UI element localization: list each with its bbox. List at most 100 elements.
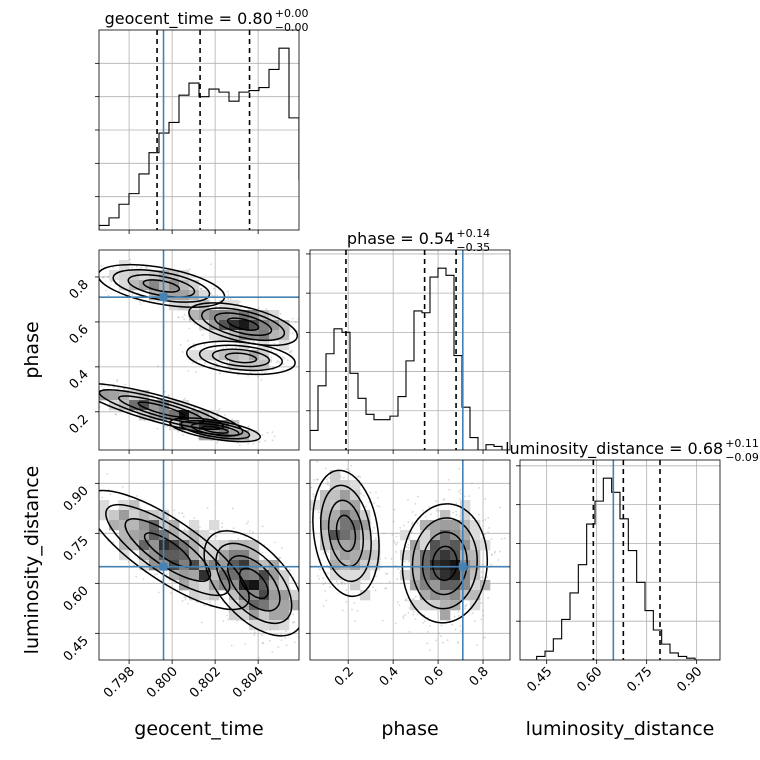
sample-point bbox=[350, 464, 353, 467]
sample-point bbox=[396, 578, 398, 580]
sample-point bbox=[90, 263, 92, 265]
sample-point bbox=[215, 305, 218, 308]
sample-point bbox=[288, 327, 291, 330]
sample-point bbox=[291, 621, 294, 624]
density-cell bbox=[289, 590, 299, 601]
sample-point bbox=[345, 589, 348, 591]
sample-point bbox=[345, 600, 348, 603]
density-cell bbox=[149, 290, 160, 301]
sample-point bbox=[373, 502, 376, 505]
scatter-panel-geocent_time-luminosity_distance bbox=[98, 459, 301, 661]
sample-point bbox=[326, 478, 328, 481]
sample-point bbox=[178, 512, 181, 515]
sample-point bbox=[198, 526, 201, 529]
sample-point bbox=[292, 613, 294, 616]
sample-point bbox=[303, 553, 305, 555]
sample-point bbox=[257, 375, 259, 378]
density-cell bbox=[169, 540, 180, 551]
sample-point bbox=[187, 370, 190, 372]
density-cell bbox=[169, 570, 180, 581]
sample-point bbox=[324, 582, 327, 584]
density-cell bbox=[119, 280, 130, 291]
sample-point bbox=[294, 321, 297, 324]
density-cell bbox=[269, 310, 280, 321]
sample-point bbox=[424, 515, 427, 518]
sample-point bbox=[423, 620, 426, 623]
density-cell bbox=[249, 550, 260, 561]
sample-point bbox=[291, 332, 294, 335]
sample-point bbox=[435, 509, 438, 512]
sample-point bbox=[100, 265, 103, 267]
sample-point bbox=[288, 351, 291, 353]
sample-point bbox=[261, 642, 264, 644]
sample-point bbox=[77, 274, 79, 276]
sample-point bbox=[369, 491, 372, 494]
sample-point bbox=[116, 380, 118, 383]
density-cell bbox=[229, 570, 240, 581]
sample-point bbox=[376, 504, 379, 507]
sample-point bbox=[236, 373, 239, 376]
sample-point bbox=[317, 341, 319, 343]
sample-point bbox=[238, 444, 241, 447]
hist-panel-luminosity_distance: luminosity_distance = 0.68 +0.11−0.09 bbox=[505, 437, 759, 661]
sample-point bbox=[201, 334, 204, 336]
sample-point bbox=[314, 348, 316, 350]
sample-point bbox=[343, 452, 345, 454]
sample-point bbox=[271, 651, 274, 654]
density-cell bbox=[249, 360, 260, 371]
sample-point bbox=[112, 386, 115, 389]
sample-point bbox=[129, 262, 132, 264]
sample-point bbox=[226, 614, 229, 617]
density-cell bbox=[219, 350, 230, 361]
sample-point bbox=[107, 275, 110, 278]
sample-point bbox=[156, 427, 159, 430]
density-cell bbox=[249, 620, 260, 631]
density-cell bbox=[199, 580, 210, 591]
density-cell bbox=[279, 600, 290, 611]
density-cell bbox=[129, 510, 140, 521]
sample-point bbox=[482, 614, 485, 617]
sample-point bbox=[145, 267, 148, 270]
density-cell bbox=[189, 580, 200, 591]
sample-point bbox=[335, 457, 337, 459]
sample-point bbox=[137, 413, 139, 416]
sample-point bbox=[297, 507, 299, 509]
density-cell bbox=[209, 540, 220, 551]
sample-point bbox=[183, 318, 186, 321]
contour-line bbox=[201, 307, 286, 342]
sample-point bbox=[374, 589, 377, 592]
sample-point bbox=[283, 357, 286, 360]
sample-point bbox=[345, 468, 348, 471]
sample-point bbox=[181, 600, 184, 602]
sample-point bbox=[323, 361, 325, 363]
density-cell bbox=[179, 290, 190, 301]
sample-point bbox=[273, 342, 276, 345]
sample-point bbox=[264, 440, 266, 442]
sample-point bbox=[373, 526, 375, 529]
density-cell bbox=[249, 600, 260, 611]
density-cell bbox=[229, 610, 240, 621]
contour-line bbox=[105, 503, 231, 597]
sample-point bbox=[225, 345, 228, 348]
sample-point bbox=[224, 414, 226, 416]
density-cell bbox=[169, 400, 180, 411]
sample-point bbox=[286, 359, 289, 362]
sample-point bbox=[391, 533, 394, 536]
sample-point bbox=[299, 596, 301, 598]
sample-point bbox=[88, 391, 90, 393]
contour-line bbox=[190, 422, 240, 437]
density-cell bbox=[149, 540, 160, 551]
density-cell bbox=[199, 290, 210, 301]
sample-point bbox=[390, 557, 393, 560]
sample-point bbox=[94, 389, 96, 391]
sample-point bbox=[219, 372, 221, 375]
sample-point bbox=[164, 424, 166, 427]
sample-point bbox=[315, 478, 318, 481]
sample-point bbox=[166, 425, 169, 428]
sample-point bbox=[341, 581, 344, 584]
sample-point bbox=[244, 643, 247, 646]
sample-point bbox=[359, 476, 362, 479]
sample-point bbox=[222, 620, 225, 623]
sample-point bbox=[89, 387, 91, 389]
density-cell bbox=[189, 310, 200, 321]
